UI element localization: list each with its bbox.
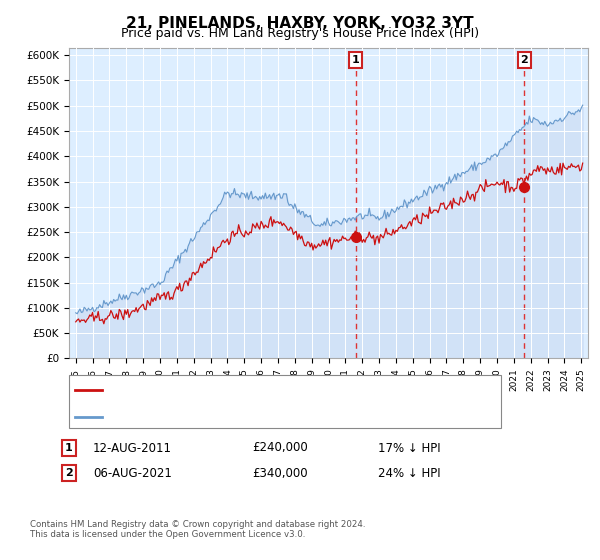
Text: Contains HM Land Registry data © Crown copyright and database right 2024.
This d: Contains HM Land Registry data © Crown c…: [30, 520, 365, 539]
Text: 12-AUG-2011: 12-AUG-2011: [93, 441, 172, 455]
Text: £340,000: £340,000: [252, 466, 308, 480]
Text: Price paid vs. HM Land Registry's House Price Index (HPI): Price paid vs. HM Land Registry's House …: [121, 27, 479, 40]
Text: 2: 2: [65, 468, 73, 478]
Text: HPI: Average price, detached house, York: HPI: Average price, detached house, York: [106, 412, 321, 422]
Text: 1: 1: [352, 55, 359, 65]
Text: 06-AUG-2021: 06-AUG-2021: [93, 466, 172, 480]
Text: 17% ↓ HPI: 17% ↓ HPI: [378, 441, 440, 455]
Text: £240,000: £240,000: [252, 441, 308, 455]
Text: 1: 1: [65, 443, 73, 453]
Text: 21, PINELANDS, HAXBY, YORK, YO32 3YT (detached house): 21, PINELANDS, HAXBY, YORK, YO32 3YT (de…: [106, 385, 412, 395]
Text: 24% ↓ HPI: 24% ↓ HPI: [378, 466, 440, 480]
Text: 21, PINELANDS, HAXBY, YORK, YO32 3YT: 21, PINELANDS, HAXBY, YORK, YO32 3YT: [126, 16, 474, 31]
Text: 2: 2: [520, 55, 528, 65]
